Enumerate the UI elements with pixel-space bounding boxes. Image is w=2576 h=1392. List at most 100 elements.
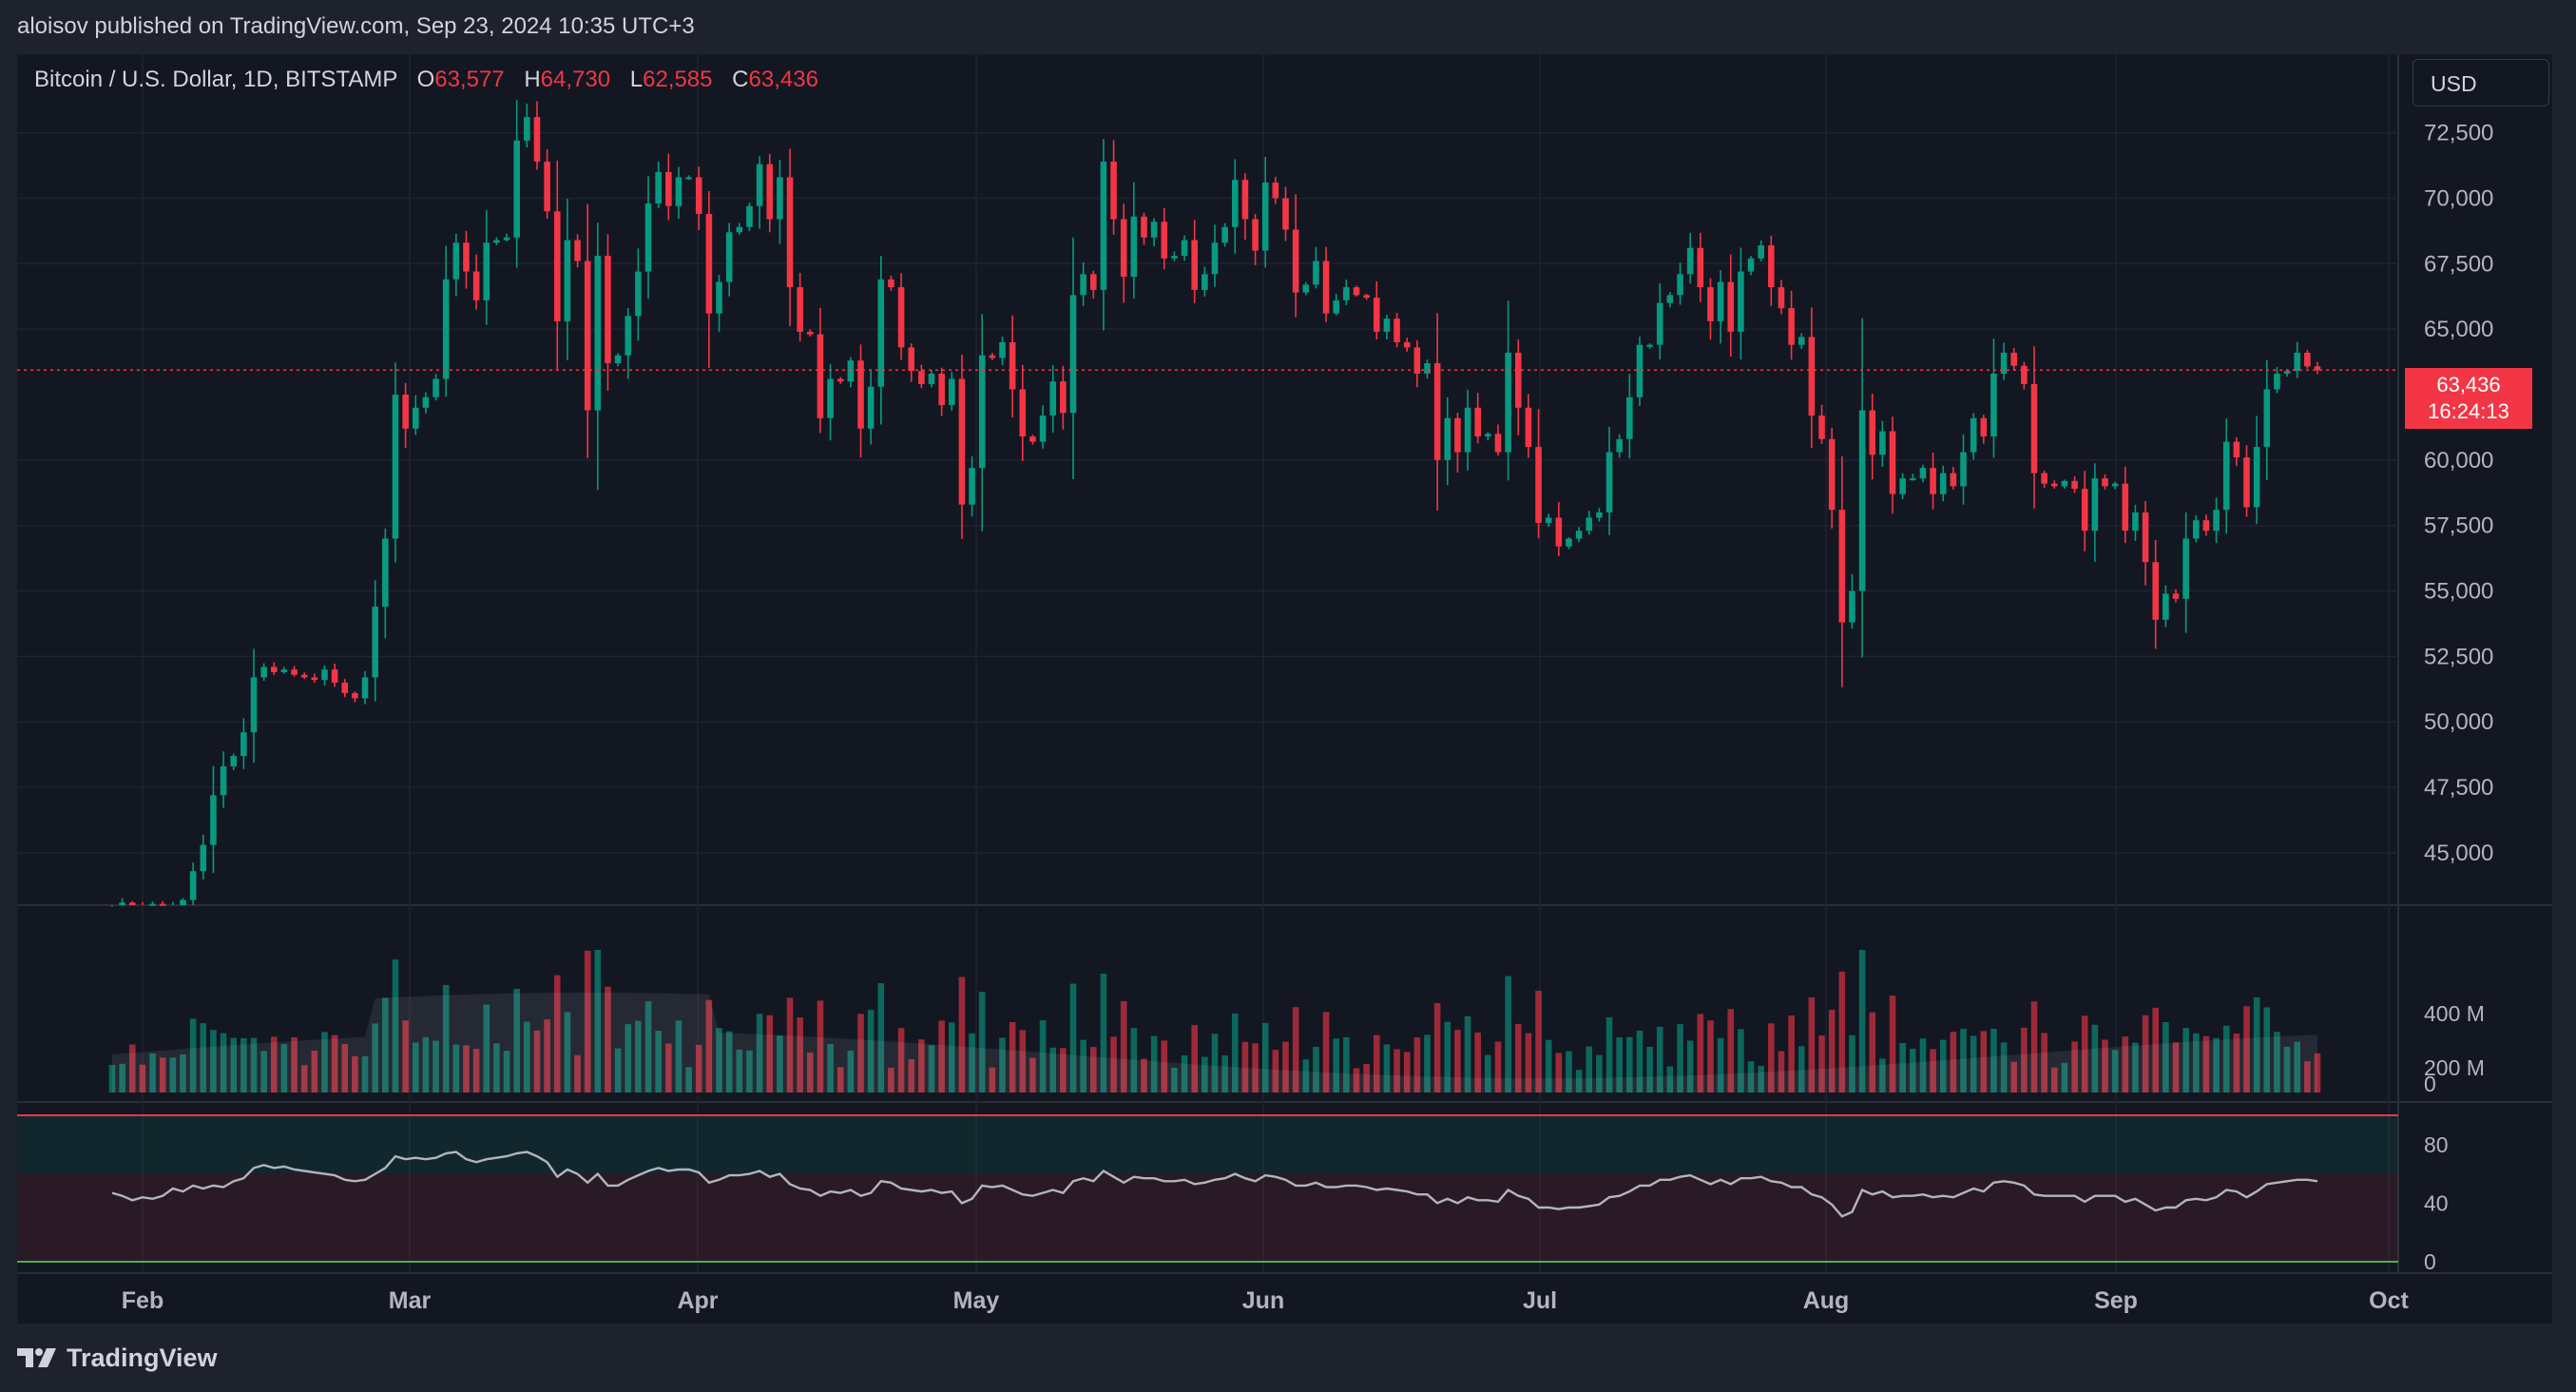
volume-bar xyxy=(644,1001,652,1092)
candle-body xyxy=(1677,274,1683,296)
candle-body xyxy=(1858,410,1866,591)
volume-bar xyxy=(1525,1033,1532,1092)
volume-bar xyxy=(1353,1068,1360,1092)
volume-bar xyxy=(1879,1058,1886,1092)
volume-bar xyxy=(1838,971,1846,1092)
volume-bar xyxy=(1089,1047,1097,1092)
candle-body xyxy=(614,355,622,363)
candle-body xyxy=(847,360,855,382)
volume-bar xyxy=(1039,1020,1047,1092)
candle-body xyxy=(705,213,713,314)
candle-body xyxy=(2294,352,2301,372)
chart-canvas[interactable]: 45,000 47,500 50,000 52,500 55,000 57,500 60,0… xyxy=(17,54,2552,1324)
volume-bar xyxy=(200,1023,207,1092)
volume-bar xyxy=(766,1015,774,1092)
close-label: C xyxy=(732,67,749,92)
volume-bar xyxy=(1080,1039,1086,1092)
volume-bar xyxy=(1738,1029,1744,1092)
volume-bar xyxy=(240,1037,247,1092)
candle-body xyxy=(159,903,166,906)
volume-bar xyxy=(1201,1056,1208,1092)
rsi-overbought-zone xyxy=(17,1115,2398,1174)
volume-bar xyxy=(695,1044,702,1092)
candle-body xyxy=(2243,457,2250,508)
volume-bar xyxy=(1990,1029,1997,1092)
candle-body xyxy=(1383,319,1391,332)
candle-body xyxy=(1717,281,1724,321)
candle-body xyxy=(1333,300,1340,314)
footer[interactable]: TradingView xyxy=(17,1339,218,1377)
volume-bar xyxy=(250,1037,258,1092)
candle-body xyxy=(2152,562,2160,620)
volume-bar xyxy=(1514,1023,1522,1092)
high-label: H xyxy=(524,67,541,92)
candle-body xyxy=(2010,352,2018,366)
candle-body xyxy=(1828,438,1836,511)
candle-body xyxy=(300,674,308,678)
volume-tick-label: 400 M xyxy=(2424,1001,2485,1026)
candle-body xyxy=(1586,517,1593,532)
candle-body xyxy=(1201,274,1208,290)
volume-bar xyxy=(2102,1039,2108,1092)
volume-bar xyxy=(553,975,561,1092)
candle-body xyxy=(1919,468,1927,479)
candle-body xyxy=(584,261,591,411)
candle-body xyxy=(1413,347,1421,374)
candle-body xyxy=(1100,161,1107,290)
candle-body xyxy=(1089,274,1097,290)
candle-body xyxy=(1464,407,1471,453)
candle-body xyxy=(1768,245,1775,288)
volume-bar xyxy=(412,1042,419,1092)
volume-bar xyxy=(119,1063,125,1092)
time-axis: Feb Mar Apr May Jun Jul Aug Sep Oct xyxy=(122,1287,2410,1314)
candle-body xyxy=(503,237,510,241)
candle-body xyxy=(483,242,490,300)
volume-bar xyxy=(2152,1007,2160,1092)
candle-body xyxy=(736,226,743,233)
candle-body xyxy=(2061,480,2068,487)
volume-bar xyxy=(1930,1049,1936,1092)
volume-bar xyxy=(139,1064,146,1092)
time-tick-label: Feb xyxy=(122,1287,163,1314)
candle-body xyxy=(2222,441,2230,511)
candle-body xyxy=(675,177,682,206)
volume-bar xyxy=(1707,1020,1714,1092)
candle-body xyxy=(1505,352,1511,453)
candle-body xyxy=(1686,247,1694,275)
volume-bar xyxy=(1464,1015,1471,1092)
candle-body xyxy=(2182,538,2189,599)
volume-bar xyxy=(260,1051,267,1092)
volume-bar xyxy=(452,1044,460,1092)
volume-bar xyxy=(1049,1047,1057,1092)
currency-button[interactable]: USD xyxy=(2413,59,2549,106)
candle-body xyxy=(1161,222,1168,259)
volume-bar xyxy=(2182,1028,2189,1092)
volume-bar xyxy=(1505,976,1511,1092)
candle-body xyxy=(958,378,966,505)
candle-body xyxy=(1596,512,1603,518)
volume-bar xyxy=(230,1037,238,1092)
volume-bar xyxy=(1596,1054,1603,1092)
volume-bar xyxy=(2263,1007,2271,1092)
candle-body xyxy=(777,177,783,220)
candle-body xyxy=(1838,510,1846,623)
volume-bar xyxy=(1494,1041,1502,1092)
rsi-pane: 80 40 0 xyxy=(17,1114,2449,1274)
chart-area[interactable]: 45,000 47,500 50,000 52,500 55,000 57,500 60,0… xyxy=(17,54,2552,1324)
volume-bar xyxy=(280,1044,288,1092)
candle-body xyxy=(533,117,541,162)
volume-bar xyxy=(220,1033,227,1092)
candle-body xyxy=(635,271,642,317)
volume-bar xyxy=(725,1031,733,1092)
candle-body xyxy=(938,373,945,406)
volume-bar xyxy=(655,1031,662,1092)
volume-bar xyxy=(159,1057,166,1092)
volume-bar xyxy=(897,1028,905,1092)
candle-body xyxy=(746,205,753,227)
candle-body xyxy=(949,378,955,406)
candle-body xyxy=(2172,593,2180,599)
volume-bar xyxy=(1717,1037,1724,1092)
candle-body xyxy=(513,140,520,238)
candle-body xyxy=(1738,271,1744,332)
time-tick-label: May xyxy=(953,1287,1000,1314)
